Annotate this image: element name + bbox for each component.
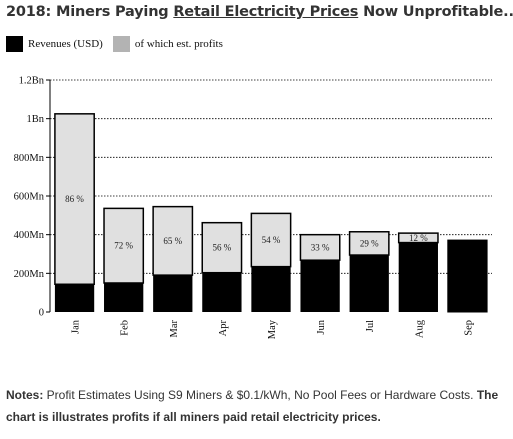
- bar-outline-sep: [447, 239, 488, 313]
- bar-percent-label: 33 %: [311, 242, 330, 252]
- bar-percent-label: 54 %: [262, 235, 281, 245]
- title-suffix: Now Unprofitable...: [358, 4, 513, 20]
- bar-chart: 0 200Mn 400Mn 600Mn 800Mn 1Bn 1.2Bn 86 % 72 % 65…: [14, 76, 492, 339]
- bar-revenue-apr: [202, 272, 242, 312]
- x-tick-label: May: [267, 319, 278, 339]
- bar-profit-feb: [103, 207, 145, 284]
- legend-label-profits: of which est. profits: [134, 38, 223, 50]
- legend-swatch-profits: [112, 36, 130, 52]
- bar-revenue-jun: [300, 260, 340, 312]
- bar-profit-jan: [54, 113, 95, 286]
- legend-swatch-revenues: [6, 36, 23, 52]
- bar-group-jun: 33 %: [299, 233, 341, 312]
- notes-label: Notes:: [6, 388, 44, 402]
- bar-revenue-jan: [54, 284, 95, 312]
- y-tick-label: 400Mn: [14, 230, 45, 241]
- x-tick-label: Sep: [463, 320, 474, 336]
- x-tick-label: Jul: [365, 320, 376, 332]
- x-tick-label: Aug: [414, 319, 425, 338]
- y-tick-label: 0: [39, 308, 44, 319]
- bar-revenue-feb: [104, 282, 144, 312]
- bar-revenue-mar: [153, 275, 193, 312]
- y-tick-label: 1Bn: [26, 114, 44, 125]
- bar-percent-label: 12 %: [409, 233, 428, 243]
- bar-percent-label: 72 %: [114, 241, 133, 251]
- bar-group-apr: 56 %: [201, 221, 243, 312]
- bar-profit-may: [250, 212, 292, 268]
- notes: Notes: Profit Estimates Using S9 Miners …: [6, 384, 506, 428]
- chart-title: 2018: Miners Paying Retail Electricity P…: [6, 4, 513, 20]
- x-tick-label: Mar: [169, 320, 180, 338]
- bars: 86 % 72 % 65 % 56 % 54 % 33 % 29 % 12 %: [54, 113, 488, 313]
- y-tick-label: 800Mn: [14, 153, 45, 164]
- bar-percent-label: 86 %: [65, 194, 84, 204]
- x-tick-label: Jun: [316, 319, 327, 334]
- x-tick-label: Feb: [120, 320, 131, 336]
- bar-percent-label: 29 %: [360, 238, 379, 248]
- bar-group-feb: 72 %: [103, 207, 145, 312]
- legend-label-revenues: Revenues (USD): [28, 38, 103, 50]
- y-tick-label: 600Mn: [14, 192, 45, 203]
- bar-profit-jul: [348, 231, 390, 256]
- title-prefix: 2018: Miners Paying: [6, 4, 174, 20]
- bar-group-mar: 65 %: [152, 205, 194, 312]
- bar-profit-aug: [397, 232, 439, 244]
- bar-group-aug: 12 %: [397, 232, 439, 312]
- x-axis-ticks: Jan Feb Mar Apr May Jun Jul Aug Sep: [71, 319, 475, 339]
- bar-revenue-sep: [447, 240, 488, 312]
- x-tick-label: Apr: [218, 320, 229, 337]
- y-tick-label: 200Mn: [14, 269, 45, 280]
- bar-group-jan: 86 %: [54, 113, 95, 312]
- bar-revenue-may: [251, 266, 291, 312]
- bar-revenue-jul: [349, 255, 389, 312]
- bar-profit-jun: [299, 233, 341, 261]
- y-axis-ticks: 0 200Mn 400Mn 600Mn 800Mn 1Bn 1.2Bn: [14, 76, 50, 319]
- bar-percent-label: 65 %: [163, 236, 182, 246]
- y-tick-label: 1.2Bn: [19, 76, 45, 87]
- legend-item-profits: of which est. profits: [112, 36, 223, 52]
- bar-revenue-aug: [398, 242, 438, 312]
- bar-group-jul: 29 %: [348, 231, 390, 312]
- bar-profit-apr: [201, 221, 243, 274]
- notes-bold-text: The chart is illustrates profits if all …: [6, 388, 499, 424]
- bar-group-may: 54 %: [250, 212, 292, 312]
- bar-group-sep: [447, 239, 488, 313]
- notes-text: Profit Estimates Using S9 Miners & $0.1/…: [43, 388, 477, 402]
- bar-percent-label: 56 %: [213, 243, 232, 253]
- x-tick-label: Jan: [71, 319, 82, 334]
- bar-profit-mar: [152, 205, 194, 276]
- legend-item-revenues: Revenues (USD): [6, 36, 103, 52]
- legend: Revenues (USD) of which est. profits: [6, 35, 233, 53]
- title-underlined: Retail Electricity Prices: [173, 4, 359, 20]
